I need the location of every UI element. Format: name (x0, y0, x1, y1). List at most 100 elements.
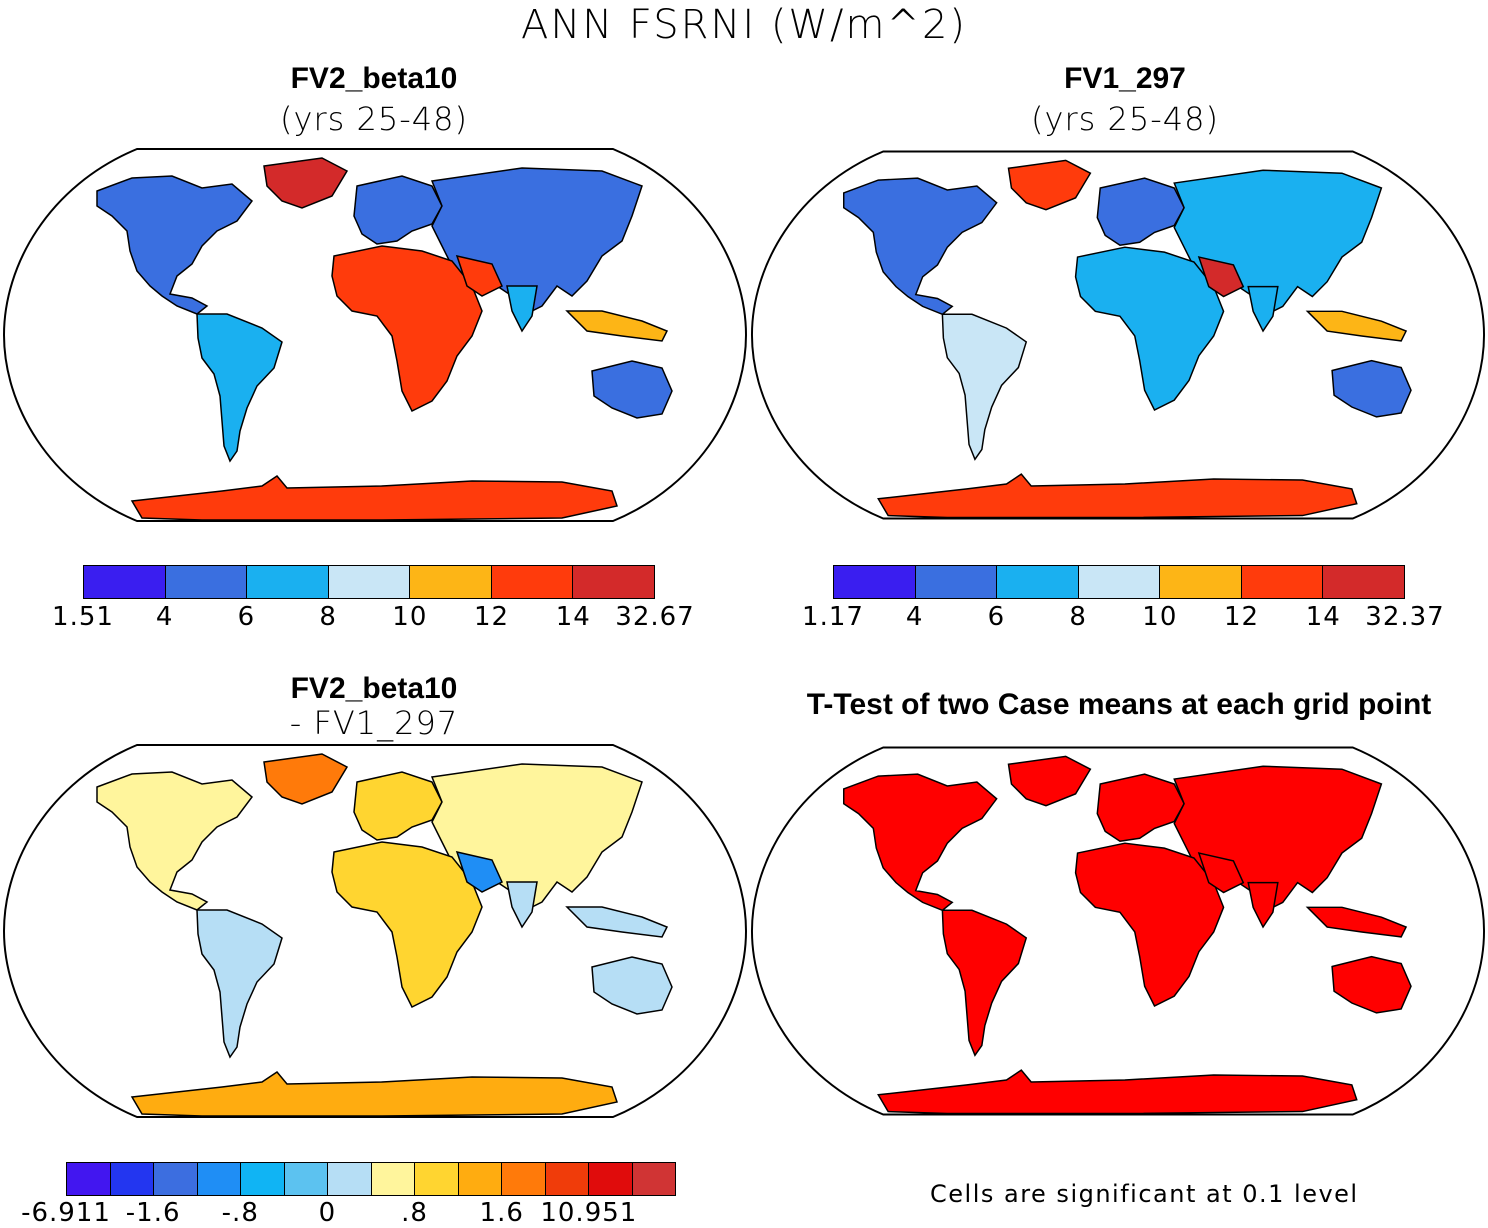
continent-antarctica (130, 1071, 618, 1117)
panel3-title: FV2_beta10 (290, 672, 458, 705)
colorbar-tick-label: 1.6 (479, 1198, 524, 1228)
panel2-title: FV1_297 (1064, 62, 1186, 95)
continent-greenland (263, 157, 349, 209)
panel2-colorbar (833, 565, 1405, 599)
colorbar-swatch (545, 1163, 589, 1195)
continent-namerica (842, 773, 998, 912)
colorbar-swatch (491, 566, 574, 598)
figure-title: ANN FSRNI (W/m^2) (520, 2, 967, 48)
continent-arabia (1197, 256, 1245, 298)
continent-europe (353, 771, 443, 841)
continent-india (506, 285, 538, 333)
colorbar-swatch (915, 566, 998, 598)
continent-india (1247, 285, 1279, 333)
colorbar-tick-label: 8 (1069, 602, 1087, 632)
colorbar-tick-label: 4 (905, 602, 924, 632)
colorbar-tick-label: -6.911 (21, 1198, 111, 1228)
continent-greenland (1007, 159, 1092, 211)
continent-samerica (196, 313, 283, 463)
continent-seasia (1305, 310, 1408, 342)
panel1-map (2, 148, 748, 522)
continent-india (1247, 881, 1279, 929)
significance-note: Cells are significant at 0.1 level (930, 1180, 1359, 1208)
continent-europe (1096, 177, 1185, 246)
colorbar-swatch (197, 1163, 241, 1195)
continent-africa (1074, 246, 1225, 411)
panel1-title: FV2_beta10 (290, 62, 458, 95)
colorbar-tick-label: 8 (319, 602, 337, 632)
continent-india (506, 881, 538, 929)
panel4-map (750, 746, 1486, 1116)
colorbar-swatch (997, 566, 1079, 598)
continent-africa (331, 245, 483, 413)
colorbar-swatch (573, 566, 655, 598)
colorbar-tick-label: 14 (555, 602, 591, 632)
colorbar-swatch (247, 566, 329, 598)
colorbar-tick-label: 6 (237, 602, 256, 632)
continent-africa (1074, 842, 1225, 1007)
colorbar-swatch (165, 566, 248, 598)
colorbar-tick-label: 10.951 (540, 1198, 638, 1228)
continent-seasia (1305, 906, 1408, 938)
continent-samerica (196, 909, 283, 1059)
colorbar-swatch (1241, 566, 1324, 598)
continent-samerica (941, 313, 1028, 461)
colorbar-tick-label: -1.6 (125, 1198, 181, 1228)
colorbar-swatch (371, 1163, 415, 1195)
continent-europe (353, 175, 443, 245)
colorbar-tick-label: 10 (1142, 602, 1178, 632)
continent-namerica (96, 175, 254, 315)
continent-seasia (565, 310, 669, 342)
continent-antarctica (877, 473, 1358, 519)
continent-australia (591, 360, 673, 419)
colorbar-swatch (1160, 566, 1242, 598)
colorbar-swatch (410, 566, 492, 598)
colorbar-tick-label: -.8 (221, 1198, 259, 1228)
continent-greenland (263, 753, 349, 805)
colorbar-swatch (834, 566, 916, 598)
colorbar-tick-label: 32.67 (615, 602, 695, 632)
panel1-colorbar (83, 565, 655, 599)
colorbar-tick-label: .8 (401, 1198, 428, 1228)
colorbar-tick-label: 10 (392, 602, 428, 632)
panel3-colorbar (66, 1162, 676, 1196)
panel3-subtitle: - FV1_297 (289, 704, 459, 742)
colorbar-tick-label: 6 (987, 602, 1006, 632)
colorbar-tick-label: 12 (1224, 602, 1260, 632)
panel1-subtitle: (yrs 25-48) (280, 100, 468, 138)
colorbar-swatch (84, 566, 166, 598)
colorbar-swatch (632, 1163, 675, 1195)
continent-australia (591, 956, 673, 1015)
continent-antarctica (877, 1069, 1358, 1115)
continent-antarctica (130, 475, 618, 521)
continent-australia (1331, 359, 1412, 418)
colorbar-tick-label: 12 (474, 602, 510, 632)
colorbar-swatch (328, 1163, 372, 1195)
map-border (2, 744, 748, 1118)
continent-greenland (1007, 755, 1092, 807)
colorbar-swatch (241, 1163, 285, 1195)
colorbar-swatch (154, 1163, 198, 1195)
colorbar-swatch (458, 1163, 502, 1195)
colorbar-swatch (284, 1163, 328, 1195)
continent-australia (1331, 955, 1412, 1014)
colorbar-swatch (67, 1163, 111, 1195)
continent-namerica (842, 177, 998, 316)
map-border (2, 148, 748, 522)
colorbar-tick-label: 4 (155, 602, 174, 632)
continent-samerica (941, 909, 1028, 1057)
colorbar-swatch (502, 1163, 546, 1195)
panel2-map (750, 150, 1486, 520)
colorbar-tick-label: 0 (318, 1198, 337, 1228)
colorbar-swatch (1078, 566, 1161, 598)
map-border (750, 746, 1486, 1116)
colorbar-tick-label: 14 (1305, 602, 1341, 632)
continent-europe (1096, 773, 1185, 842)
continent-arabia (455, 254, 503, 297)
continent-africa (331, 841, 483, 1009)
colorbar-tick-label: 1.17 (802, 602, 864, 632)
panel4-title: T-Test of two Case means at each grid po… (806, 688, 1432, 721)
colorbar-swatch (1323, 566, 1405, 598)
colorbar-swatch (415, 1163, 459, 1195)
continent-arabia (1197, 852, 1245, 894)
